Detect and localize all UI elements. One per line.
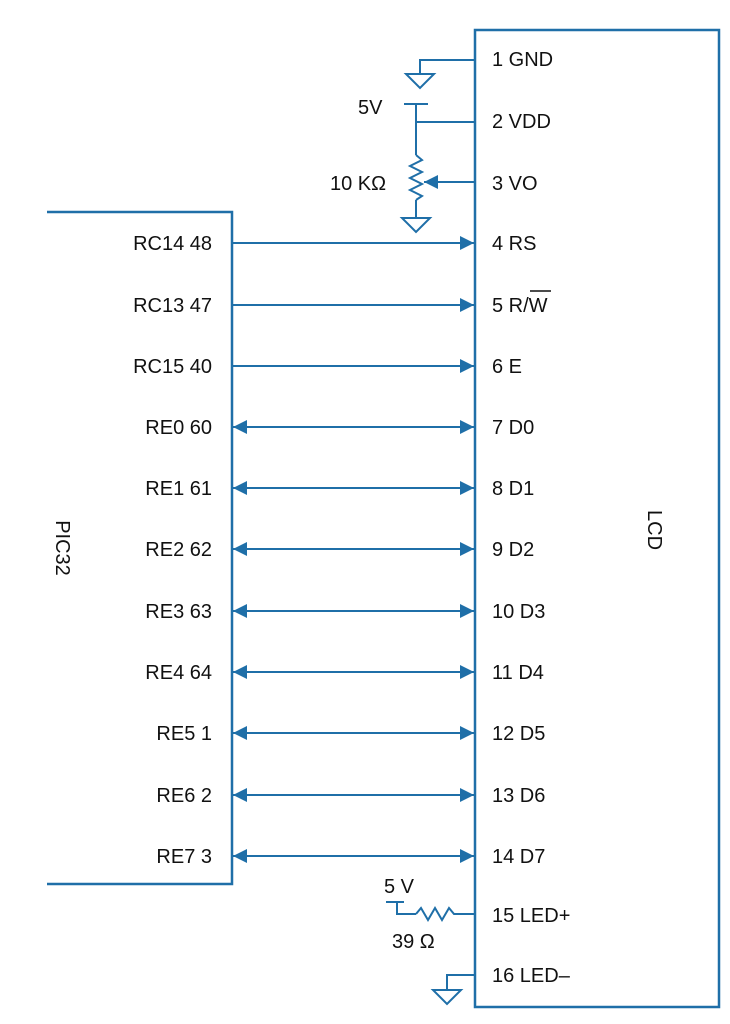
led-plus-resistor: 5 V 39 Ω	[384, 876, 474, 953]
pic-pin-re6: RE6 2	[156, 785, 212, 807]
pic32-outline	[47, 210, 234, 886]
lcd-pin-e: 6 E	[492, 356, 522, 378]
vdd-supply-and-pot: 5V 10 KΩ	[330, 97, 474, 234]
pic-pin-rc13: RC13 47	[133, 295, 212, 317]
lcd-pin-d1: 8 D1	[492, 478, 534, 500]
lcd-pin-vo: 3 VO	[492, 173, 538, 195]
lcd-pin-d0: 7 D0	[492, 417, 534, 439]
lcd-label: LCD	[643, 510, 665, 550]
pic-pin-rc15: RC15 40	[133, 356, 212, 378]
pic-pin-re4: RE4 64	[145, 662, 212, 684]
pic-pin-rc14: RC14 48	[133, 233, 212, 255]
pic-pin-re0: RE0 60	[145, 417, 212, 439]
ground-symbol-icon	[399, 217, 433, 234]
resistor-icon	[415, 906, 474, 922]
lcd-pin-rw: 5 R/W	[492, 295, 548, 317]
ground-symbol-icon	[403, 73, 437, 90]
lcd-pin-vdd: 2 VDD	[492, 111, 551, 133]
supply-5v-top-label: 5V	[358, 97, 383, 119]
control-wires	[232, 236, 474, 373]
lcd-pin-rs: 4 RS	[492, 233, 536, 255]
pic-pin-re3: RE3 63	[145, 601, 212, 623]
resistor-value-label: 39 Ω	[392, 931, 435, 953]
lcd-pin-d7: 14 D7	[492, 846, 545, 868]
pic-pin-re1: RE1 61	[145, 478, 212, 500]
lcd-pin-labels: 1 GND 2 VDD 3 VO 4 RS 5 R/W 6 E 7 D0 8 D…	[492, 49, 571, 987]
lcd-pin-d2: 9 D2	[492, 539, 534, 561]
potentiometer-icon	[407, 154, 425, 201]
gnd-pin1-connection	[403, 59, 474, 90]
ground-symbol-icon	[430, 989, 464, 1006]
lcd-pin-led-plus: 15 LED+	[492, 905, 570, 927]
pic32-pin-labels: RC14 48 RC13 47 RC15 40 RE0 60 RE1 61 RE…	[133, 233, 212, 868]
lcd-pin-d5: 12 D5	[492, 723, 545, 745]
pic32-label: PIC32	[51, 520, 73, 576]
lcd-pin-led-minus: 16 LED–	[492, 965, 571, 987]
pic-pin-re5: RE5 1	[156, 723, 212, 745]
supply-5v-bottom-label: 5 V	[384, 876, 415, 898]
data-bus-wires	[233, 420, 474, 863]
led-minus-ground	[430, 974, 474, 1006]
lcd-pin-gnd: 1 GND	[492, 49, 553, 71]
lcd-pin-d6: 13 D6	[492, 785, 545, 807]
pic-pin-re2: RE2 62	[145, 539, 212, 561]
pic-pin-re7: RE7 3	[156, 846, 212, 868]
lcd-outline	[473, 28, 721, 1009]
lcd-pin-d4: 11 D4	[492, 662, 544, 684]
lcd-pin-d3: 10 D3	[492, 601, 545, 623]
pot-value-label: 10 KΩ	[330, 173, 386, 195]
